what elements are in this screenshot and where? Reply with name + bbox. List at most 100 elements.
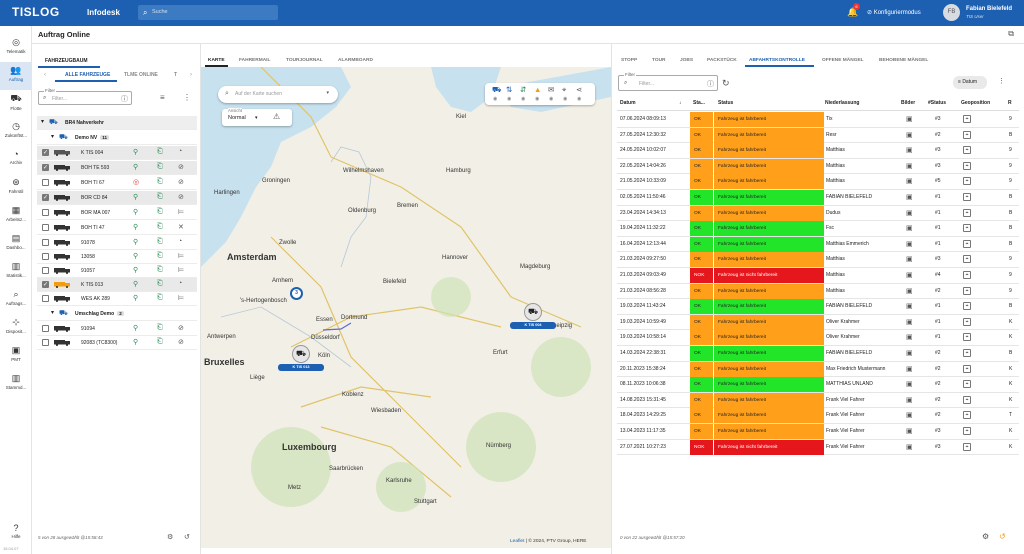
table-row[interactable]: 21.05.2024 10:33:09 OK Fahrzeug ist fahrbe… <box>617 174 1019 190</box>
table-row[interactable]: 21.03.2024 09:03:49 NOK Fahrzeug ist nicht… <box>617 268 1019 284</box>
tab-abfahrtskontrolle[interactable]: ABFAHRTSKONTROLLE <box>749 58 805 63</box>
tab-karte[interactable]: KARTE <box>208 58 225 63</box>
geoposition-icon[interactable]: ⌖ <box>963 286 971 295</box>
nav-item[interactable]: ? Hilfe <box>0 520 32 548</box>
table-row[interactable]: 21.03.2024 08:56:28 OK Fahrzeug ist fahrbe… <box>617 283 1019 300</box>
tab-behobene-maengel[interactable]: BEHOBENE MÄNGEL <box>879 58 929 63</box>
geoposition-icon[interactable]: ⌖ <box>963 177 971 186</box>
nav-item[interactable]: ◎ Telematik <box>0 34 32 62</box>
table-row[interactable]: 21.03.2024 09:27:50 OK Fahrzeug ist fahrbe… <box>617 252 1019 268</box>
geoposition-icon[interactable]: ⌖ <box>963 395 971 404</box>
mail-icon[interactable]: ✉ <box>548 85 555 94</box>
tree-root-row[interactable]: ▾ ⛟ BR4 Nahverkehr <box>37 116 197 130</box>
settings-gear-icon[interactable]: ⚙ <box>982 532 990 541</box>
image-icon[interactable]: ▣ <box>906 194 913 201</box>
nav-item[interactable]: ⛟ Flotte <box>0 90 32 118</box>
geoposition-icon[interactable]: ⌖ <box>963 427 971 435</box>
vehicle-checkbox[interactable] <box>42 339 49 346</box>
vehicle-row[interactable]: ✓ K TIS 013 ⚲ ⎗ ◔ <box>37 278 197 292</box>
nav-item[interactable]: ⊹ Disposit... <box>0 314 32 342</box>
geoposition-icon[interactable]: ⌖ <box>963 364 971 373</box>
image-icon[interactable]: ▣ <box>906 287 913 295</box>
geoposition-icon[interactable]: ⌖ <box>963 224 971 233</box>
col-header-status-short[interactable]: Sta... <box>693 100 705 106</box>
vehicle-checkbox[interactable]: ✓ <box>42 149 49 156</box>
geoposition-icon[interactable]: ⌖ <box>963 271 971 279</box>
avatar[interactable]: FB <box>943 4 960 21</box>
tab-tlme-online[interactable]: TLME ONLINE <box>124 72 158 78</box>
nav-item[interactable]: ▥ Stammd... <box>0 370 32 398</box>
tislog-logo[interactable]: TISLOG <box>12 5 60 19</box>
settings-gear-icon[interactable]: ⚙ <box>167 534 174 541</box>
vehicle-checkbox[interactable]: ✓ <box>42 164 49 171</box>
vehicle-row[interactable]: BOR MA 007 ⚲ ⎗ ⊨ <box>37 206 197 220</box>
table-row[interactable]: 19.04.2024 11:32:22 OK Fahrzeug ist fahrbe… <box>617 221 1019 237</box>
map-search-input[interactable]: ⌕ Auf der Karte suchen ▾ <box>218 86 338 103</box>
tab-tourjournal[interactable]: TOURJOURNAL <box>286 58 323 63</box>
nav-item[interactable]: ◷ Zukünftst... <box>0 118 32 146</box>
table-row[interactable]: 20.11.2023 15:38:24 OK Fahrzeug ist fahrbe… <box>617 361 1019 378</box>
more-vert-icon[interactable]: ⋮ <box>183 93 191 102</box>
warning-layer-icon[interactable]: ▲ <box>534 85 542 94</box>
vehicle-marker[interactable]: ⛟ <box>292 345 310 363</box>
geoposition-icon[interactable]: ⌖ <box>963 130 971 139</box>
collapse-icon[interactable]: ▾ <box>41 119 45 125</box>
open-external-icon[interactable]: ⧉ <box>1008 29 1014 38</box>
tab-stopp[interactable]: STOPP <box>621 58 638 63</box>
refresh-icon[interactable]: ↻ <box>722 78 730 88</box>
vehicle-row[interactable]: BOH TI 47 ⚲ ⎗ ✕ <box>37 221 197 235</box>
chevron-down-icon[interactable]: ▾ <box>326 90 329 96</box>
tab-tour[interactable]: TOUR <box>652 58 666 63</box>
vehicle-checkbox[interactable] <box>42 295 49 302</box>
vehicle-checkbox[interactable] <box>42 209 49 216</box>
info-icon[interactable]: ⓘ <box>707 81 714 88</box>
tab-fahrzeugbaum[interactable]: FAHRZEUGBAUM <box>45 58 88 64</box>
traffic-warning-icon[interactable]: ⚠ <box>273 112 281 121</box>
geoposition-icon[interactable]: ⌖ <box>963 380 971 389</box>
table-row[interactable]: 19.03.2024 10:58:14 OK Fahrzeug ist fahrbe… <box>617 330 1019 346</box>
layer-toggle-icon[interactable]: ◉ <box>549 96 554 102</box>
nav-item[interactable]: 👥 Auftrag <box>0 62 32 90</box>
image-icon[interactable]: ▣ <box>906 147 913 155</box>
col-header-status[interactable]: Status <box>718 100 734 106</box>
vehicle-row[interactable]: ✓ BOR CD 84 ⚲ ⎗ ⊘ <box>37 191 197 205</box>
table-row[interactable]: 19.03.2024 11:43:24 OK Fahrzeug ist fahrbe… <box>617 299 1019 315</box>
nav-item[interactable]: ▦ Arbeitsz... <box>0 202 32 230</box>
geoposition-icon[interactable]: ⌖ <box>963 255 971 264</box>
nav-item[interactable]: ◔ Archiv <box>0 146 32 174</box>
image-icon[interactable]: ▣ <box>906 412 913 420</box>
table-row[interactable]: 23.04.2024 14:34:13 OK Fahrzeug ist fahrbe… <box>617 205 1019 222</box>
table-row[interactable]: 14.08.2023 15:31:45 OK Fahrzeug ist fahrbe… <box>617 392 1019 409</box>
vehicle-row[interactable]: 13058 ⚲ ⎗ ⊨ <box>37 250 197 264</box>
col-header-bilder[interactable]: Bilder <box>901 100 916 106</box>
collapse-icon[interactable]: ▾ <box>51 134 55 140</box>
layer-toggle-icon[interactable]: ◉ <box>563 96 568 102</box>
vehicle-row[interactable]: 92083 (TC8300) ⚲ ⎗ ⊘ <box>37 336 197 350</box>
tab-packstueck[interactable]: PACKSTÜCK <box>707 58 737 63</box>
image-icon[interactable]: ▣ <box>906 396 913 404</box>
map-canvas[interactable]: Kiel Hamburg Bremen Wilhelmshaven Oldenburg G… <box>201 67 611 548</box>
tab-offene-maengel[interactable]: OFFENE MÄNGEL <box>822 58 864 63</box>
geoposition-icon[interactable]: ⌖ <box>963 239 971 248</box>
config-mode-toggle[interactable]: ⊘ Konfiguriermodus <box>867 9 921 16</box>
tab-alarmboard[interactable]: ALARMBOARD <box>338 58 373 63</box>
vehicle-checkbox[interactable] <box>42 224 49 231</box>
table-row[interactable]: 18.04.2023 14:29:25 OK Fahrzeug ist fahrbe… <box>617 408 1019 424</box>
image-icon[interactable]: ▣ <box>906 334 913 342</box>
pin-icon[interactable]: ⌖ <box>562 85 567 94</box>
vehicle-checkbox[interactable] <box>42 253 49 260</box>
geoposition-icon[interactable]: ⌖ <box>963 333 971 342</box>
table-row[interactable]: 08.11.2023 10:06:38 OK Fahrzeug ist fahrbe… <box>617 377 1019 393</box>
layer-toggle-icon[interactable]: ◉ <box>535 96 540 102</box>
col-header-num-status[interactable]: #Status <box>928 100 947 106</box>
vehicle-marker-label[interactable]: K TIS 013 <box>278 364 324 371</box>
image-icon[interactable]: ▣ <box>906 162 913 170</box>
tree-group-row[interactable]: ▾ ⛟ Demo NV 11 <box>37 131 197 145</box>
image-icon[interactable]: ▣ <box>906 381 913 389</box>
nav-item[interactable]: ▤ Dashbo... <box>0 230 32 258</box>
sort-button[interactable]: ≡ Datum <box>953 76 987 89</box>
nav-item[interactable]: ⊛ Fahrstil <box>0 174 32 202</box>
collapse-icon[interactable]: ▾ <box>51 310 55 316</box>
more-vert-icon[interactable]: ⋮ <box>998 78 1005 85</box>
image-icon[interactable]: ▣ <box>906 131 913 139</box>
